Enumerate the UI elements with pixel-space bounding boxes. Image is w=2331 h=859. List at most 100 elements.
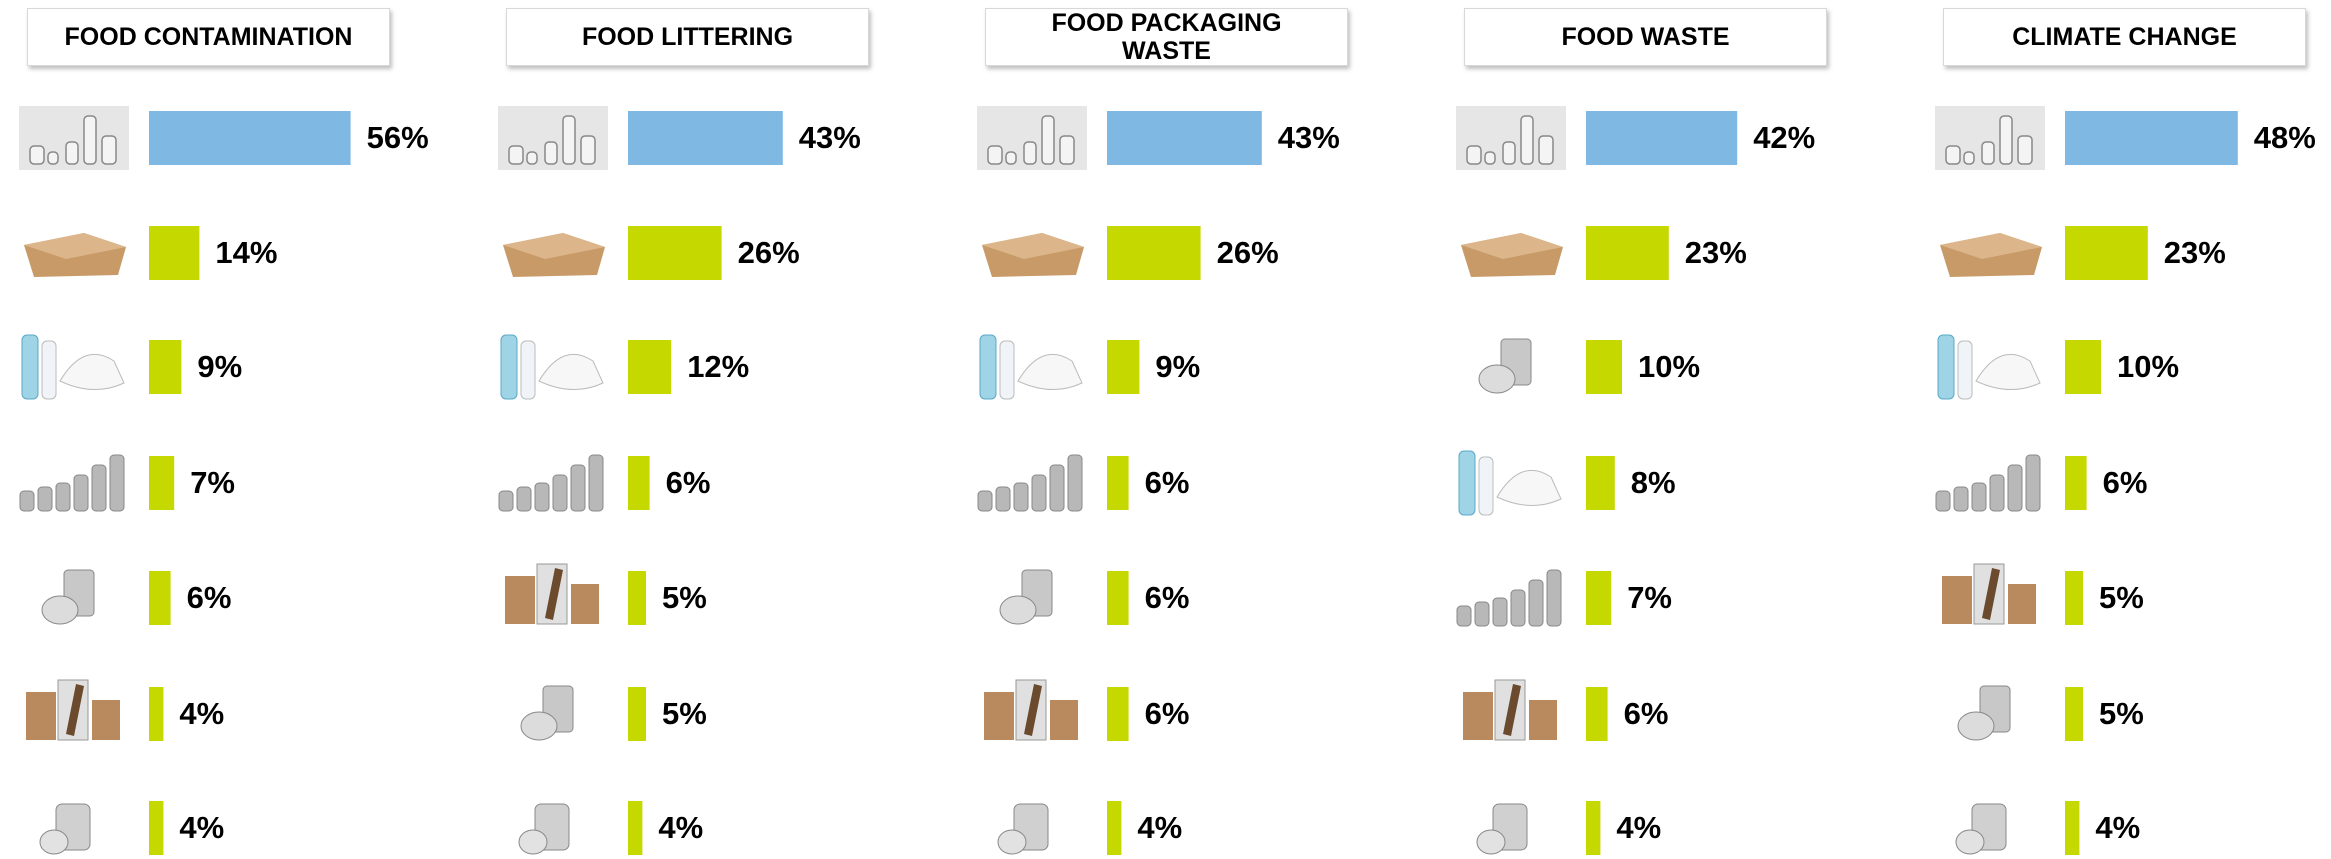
icon-part (91, 464, 107, 512)
icon-part (1031, 474, 1047, 512)
icon-part (1957, 711, 1995, 741)
bar (628, 111, 783, 165)
value-label: 48% (2254, 120, 2316, 155)
chart-title: FOOD PACKAGING WASTE (985, 8, 1348, 66)
icon-part (1999, 115, 2013, 165)
icon (1461, 233, 1563, 277)
value-label: 6% (1145, 465, 1190, 500)
icon-part (1474, 601, 1490, 627)
bar (628, 340, 672, 394)
icon-part (1937, 334, 1955, 400)
icon-part (984, 692, 1014, 740)
icon-part (571, 584, 599, 624)
icon (1940, 233, 2042, 277)
bar (1586, 801, 1601, 855)
value-label: 9% (197, 349, 242, 384)
value-label: 4% (179, 810, 224, 845)
value-label: 4% (1137, 810, 1182, 845)
value-label: 5% (2099, 580, 2144, 615)
icon-part (570, 464, 586, 512)
icon-part (1529, 700, 1557, 740)
icon-part (1942, 576, 1972, 624)
bar (149, 226, 200, 280)
value-label: 43% (1278, 120, 1340, 155)
bar (1107, 340, 1140, 394)
icon-part (588, 454, 604, 512)
icon-part (1502, 141, 1516, 165)
chart-title: FOOD CONTAMINATION (27, 8, 390, 66)
icon (1955, 803, 2007, 855)
icon-part (999, 340, 1015, 400)
bar (149, 687, 164, 741)
icon (1942, 563, 2036, 625)
icon (1476, 803, 1528, 855)
icon-part (1005, 151, 1017, 165)
bar (2065, 456, 2087, 510)
value-label: 5% (2099, 696, 2144, 731)
icon (500, 334, 604, 400)
icon-part (552, 474, 568, 512)
icon-part (73, 474, 89, 512)
icon-part (562, 115, 576, 165)
icon (1478, 338, 1532, 394)
bar (149, 571, 171, 625)
icon-part (1963, 151, 1975, 165)
icon-part (83, 115, 97, 165)
value-label: 6% (666, 465, 711, 500)
bar (628, 687, 646, 741)
icon-part (1013, 482, 1029, 512)
value-label: 4% (2095, 810, 2140, 845)
value-label: 14% (215, 235, 277, 270)
icon-part (1528, 579, 1544, 627)
icon-part (979, 334, 997, 400)
icon (1456, 569, 1562, 627)
value-label: 6% (1145, 580, 1190, 615)
bar (1107, 111, 1262, 165)
icon-part (1510, 589, 1526, 627)
bar (2065, 226, 2148, 280)
icon-part (41, 595, 79, 625)
icon (505, 563, 599, 625)
icon (518, 803, 570, 855)
value-label: 4% (1616, 810, 1661, 845)
icon-part (999, 595, 1037, 625)
value-label: 6% (2103, 465, 2148, 500)
icon-part (1478, 456, 1494, 516)
value-label: 10% (1638, 349, 1700, 384)
icon-part (26, 692, 56, 740)
icon (498, 454, 604, 512)
icon-part (1041, 115, 1055, 165)
icon (41, 569, 95, 625)
icon (39, 803, 91, 855)
icon-part (987, 145, 1003, 165)
icon-part (1546, 569, 1562, 627)
icon (1957, 685, 2011, 741)
icon-part (580, 135, 596, 165)
icon-part (29, 145, 45, 165)
bar (1586, 111, 1738, 165)
icon-part (982, 233, 1084, 259)
icon-part (1478, 364, 1516, 394)
icon-part (505, 576, 535, 624)
value-label: 6% (187, 580, 232, 615)
value-label: 56% (367, 120, 429, 155)
chart-title: FOOD LITTERING (506, 8, 869, 66)
icon-part (19, 490, 35, 512)
value-label: 23% (2164, 235, 2226, 270)
icon-part (1975, 353, 2041, 391)
bar (1586, 456, 1615, 510)
icon (977, 106, 1087, 170)
icon-part (518, 829, 548, 855)
icon-part (1981, 141, 1995, 165)
icon-part (1538, 135, 1554, 165)
icon-part (534, 482, 550, 512)
icon-part (1503, 684, 1521, 736)
icon-part (41, 340, 57, 400)
value-label: 5% (662, 696, 707, 731)
bar (2065, 687, 2083, 741)
bar (628, 571, 646, 625)
value-label: 26% (1217, 235, 1279, 270)
bar (1107, 456, 1129, 510)
